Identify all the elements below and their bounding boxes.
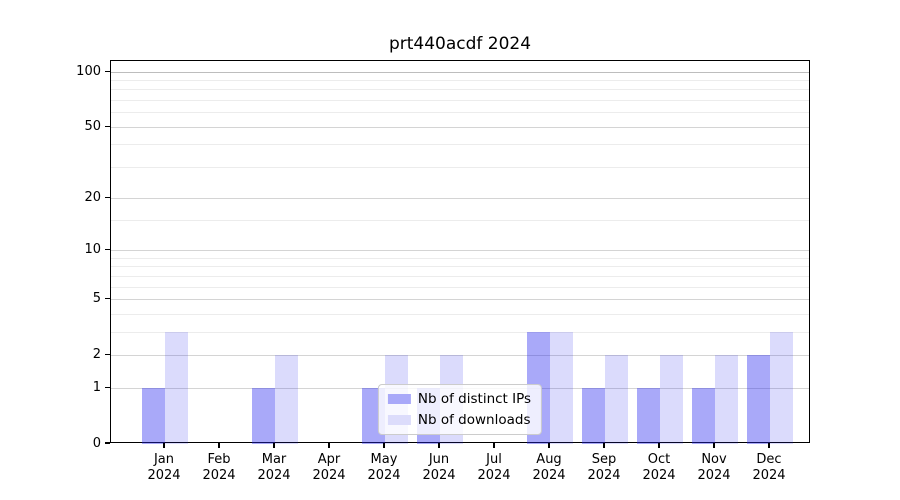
bar-nb-of-downloads-sep-2024 bbox=[605, 355, 628, 444]
bar-nb-of-downloads-oct-2024 bbox=[660, 355, 683, 444]
x-tick-label-apr-2024: Apr 2024 bbox=[312, 452, 346, 483]
bar-nb-of-downloads-jan-2024 bbox=[165, 332, 188, 444]
gridline-7 bbox=[111, 275, 809, 277]
x-tick-mark-nov-2024 bbox=[713, 443, 715, 448]
bar-nb-of-downloads-nov-2024 bbox=[715, 355, 738, 444]
bar-nb-of-distinct-ips-oct-2024 bbox=[637, 388, 660, 444]
gridline-70 bbox=[111, 100, 809, 102]
y-tick-mark-50 bbox=[105, 125, 110, 127]
gridline-20 bbox=[111, 198, 809, 200]
gridline-6 bbox=[111, 286, 809, 288]
chart-title: prt440acdf 2024 bbox=[388, 34, 532, 54]
x-tick-label-mar-2024: Mar 2024 bbox=[257, 452, 291, 483]
gridline-8 bbox=[111, 266, 809, 268]
bar-nb-of-distinct-ips-jan-2024 bbox=[142, 388, 165, 444]
gridline-15 bbox=[111, 220, 809, 222]
x-tick-mark-oct-2024 bbox=[658, 443, 660, 448]
x-tick-label-sep-2024: Sep 2024 bbox=[587, 452, 621, 483]
x-tick-mark-apr-2024 bbox=[328, 443, 330, 448]
x-tick-mark-aug-2024 bbox=[548, 443, 550, 448]
y-tick-label-10: 10 bbox=[84, 242, 101, 258]
x-tick-label-feb-2024: Feb 2024 bbox=[202, 452, 236, 483]
y-tick-label-100: 100 bbox=[76, 63, 101, 79]
plot-area: Nb of distinct IPs Nb of downloads bbox=[110, 60, 810, 444]
y-tick-mark-0 bbox=[105, 442, 110, 444]
x-tick-label-jan-2024: Jan 2024 bbox=[147, 452, 181, 483]
gridline-50 bbox=[111, 126, 809, 128]
x-tick-mark-jun-2024 bbox=[438, 443, 440, 448]
y-tick-mark-2 bbox=[105, 353, 110, 356]
bar-nb-of-distinct-ips-sep-2024 bbox=[582, 388, 605, 444]
y-tick-label-50: 50 bbox=[84, 118, 101, 134]
y-tick-mark-20 bbox=[105, 197, 110, 199]
bar-nb-of-downloads-mar-2024 bbox=[275, 355, 298, 444]
bar-nb-of-downloads-aug-2024 bbox=[550, 332, 573, 444]
bar-nb-of-downloads-dec-2024 bbox=[770, 332, 793, 444]
gridline-10 bbox=[111, 250, 809, 252]
bar-nb-of-distinct-ips-nov-2024 bbox=[692, 388, 715, 444]
y-tick-mark-5 bbox=[105, 298, 110, 300]
legend-item-downloads: Nb of downloads bbox=[387, 412, 531, 428]
gridline-40 bbox=[111, 144, 809, 146]
gridline-80 bbox=[111, 89, 809, 91]
x-tick-mark-jul-2024 bbox=[493, 443, 495, 448]
y-tick-label-0: 0 bbox=[92, 435, 101, 451]
legend-label-distinct-ips: Nb of distinct IPs bbox=[417, 391, 532, 407]
y-tick-label-1: 1 bbox=[92, 379, 101, 395]
x-tick-mark-mar-2024 bbox=[273, 443, 275, 448]
gridline-2 bbox=[111, 354, 809, 356]
legend: Nb of distinct IPs Nb of downloads bbox=[377, 384, 543, 435]
gridline-3 bbox=[111, 331, 809, 333]
bar-nb-of-distinct-ips-dec-2024 bbox=[747, 355, 770, 444]
x-tick-label-dec-2024: Dec 2024 bbox=[752, 452, 786, 483]
x-tick-label-oct-2024: Oct 2024 bbox=[642, 452, 676, 483]
legend-swatch-downloads-icon bbox=[387, 415, 411, 425]
y-tick-label-20: 20 bbox=[84, 190, 101, 206]
x-tick-mark-dec-2024 bbox=[768, 443, 770, 448]
x-tick-label-nov-2024: Nov 2024 bbox=[697, 452, 731, 483]
x-tick-mark-feb-2024 bbox=[218, 443, 220, 448]
x-tick-mark-jan-2024 bbox=[163, 443, 165, 448]
y-tick-mark-1 bbox=[105, 386, 110, 388]
gridline-90 bbox=[111, 80, 809, 82]
x-tick-mark-may-2024 bbox=[383, 443, 385, 448]
y-tick-mark-100 bbox=[105, 70, 110, 72]
legend-swatch-distinct-ips-icon bbox=[387, 394, 411, 404]
gridline-9 bbox=[111, 258, 809, 259]
x-tick-label-may-2024: May 2024 bbox=[367, 452, 401, 483]
gridline-5 bbox=[111, 299, 809, 301]
x-tick-mark-sep-2024 bbox=[603, 443, 605, 448]
x-tick-label-aug-2024: Aug 2024 bbox=[532, 452, 566, 483]
y-tick-label-5: 5 bbox=[92, 291, 101, 307]
bar-nb-of-distinct-ips-mar-2024 bbox=[252, 388, 275, 444]
x-tick-label-jul-2024: Jul 2024 bbox=[477, 452, 511, 483]
gridline-4 bbox=[111, 313, 809, 315]
gridline-30 bbox=[111, 166, 809, 168]
y-tick-label-2: 2 bbox=[92, 346, 101, 362]
legend-label-downloads: Nb of downloads bbox=[417, 412, 531, 428]
gridline-60 bbox=[111, 112, 809, 114]
x-tick-label-jun-2024: Jun 2024 bbox=[422, 452, 456, 483]
y-tick-mark-10 bbox=[105, 249, 110, 251]
gridline-100 bbox=[111, 71, 809, 73]
legend-item-distinct-ips: Nb of distinct IPs bbox=[387, 391, 532, 407]
